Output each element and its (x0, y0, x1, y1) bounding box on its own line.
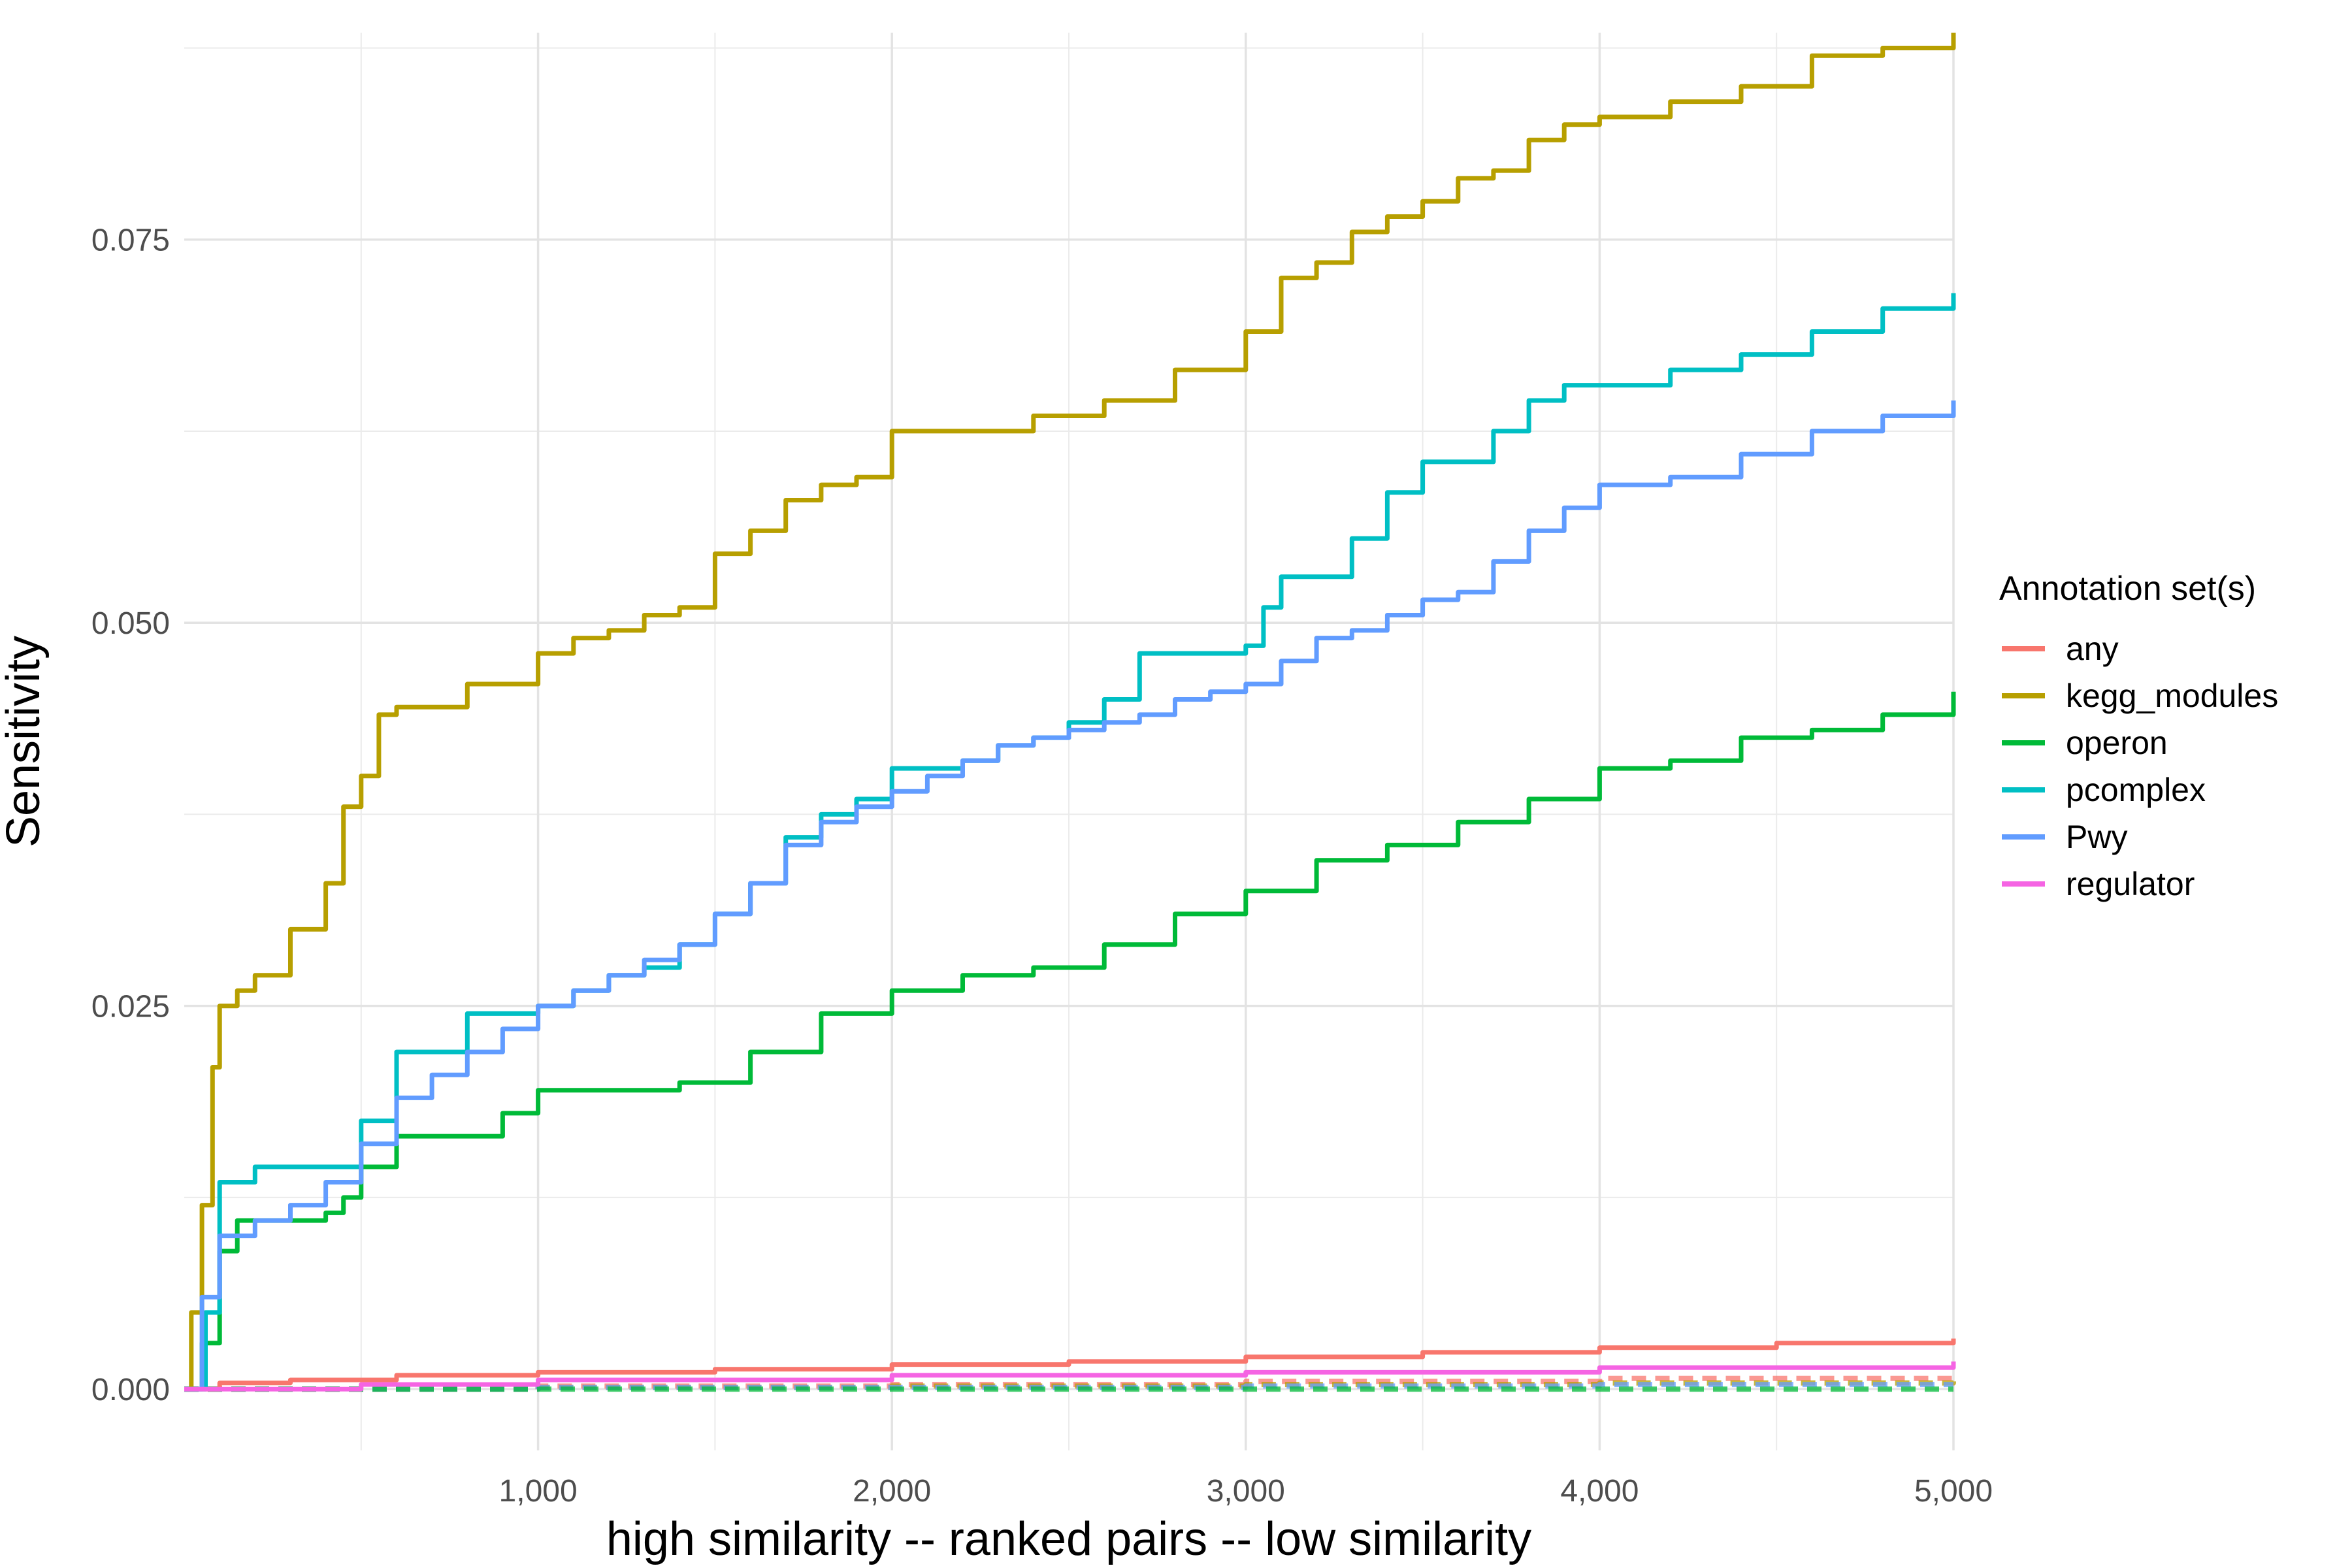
series-line-operon (184, 691, 1956, 1392)
series-line-regulator (184, 1361, 1956, 1392)
x-tick-label: 3,000 (1207, 1474, 1285, 1509)
axis-tick-labels: 1,000 2,000 3,000 4,000 5,000 0.000 0.025 0.050… (91, 223, 1993, 1509)
legend-title: Annotation set(s) (1999, 570, 2256, 608)
series-line-kegg-modules (184, 33, 1956, 1392)
legend-label-kegg-modules: kegg_modules (2066, 678, 2278, 714)
y-axis-title: Sensitivity (0, 636, 50, 847)
x-tick-label: 4,000 (1560, 1474, 1639, 1509)
x-tick-label: 1,000 (499, 1474, 578, 1509)
series-lines (184, 33, 1956, 1392)
y-tick-label: 0.025 (91, 990, 170, 1024)
x-tick-label: 5,000 (1914, 1474, 1993, 1509)
series-line-pwy (184, 400, 1956, 1392)
x-tick-label: 2,000 (853, 1474, 931, 1509)
y-tick-label: 0.050 (91, 606, 170, 641)
y-tick-label: 0.000 (91, 1373, 170, 1407)
legend-label-operon: operon (2066, 725, 2168, 761)
series-line-any (184, 1338, 1956, 1392)
legend-label-pwy: Pwy (2066, 819, 2127, 855)
legend-label-pcomplex: pcomplex (2066, 772, 2206, 808)
y-tick-label: 0.075 (91, 223, 170, 258)
x-axis-title: high similarity -- ranked pairs -- low s… (606, 1513, 1531, 1565)
legend-label-regulator: regulator (2066, 866, 2195, 902)
grid-lines (184, 33, 1955, 1450)
legend-label-any: any (2066, 630, 2119, 667)
